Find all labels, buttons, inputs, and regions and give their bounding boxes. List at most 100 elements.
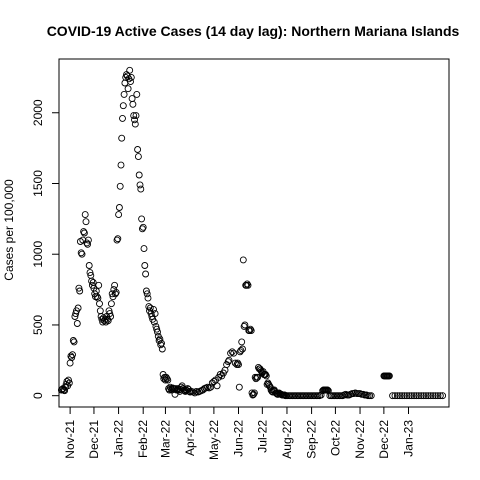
y-axis: 0 500 1000 1500 2000 bbox=[31, 99, 59, 399]
data-point bbox=[118, 134, 126, 142]
data-point bbox=[115, 204, 123, 211]
data-point bbox=[139, 223, 147, 231]
y-tick-label: 1000 bbox=[31, 241, 45, 268]
x-tick-label: Oct-22 bbox=[328, 420, 342, 456]
data-point bbox=[213, 382, 221, 390]
data-point bbox=[106, 310, 114, 318]
data-point bbox=[164, 376, 172, 384]
data-point bbox=[124, 85, 132, 93]
data-point bbox=[216, 371, 224, 378]
data-point bbox=[415, 392, 423, 400]
data-point bbox=[120, 90, 128, 98]
x-tick-label: Apr-22 bbox=[183, 420, 197, 456]
data-point bbox=[131, 120, 139, 128]
data-point bbox=[225, 356, 233, 364]
data-point bbox=[235, 361, 242, 369]
data-point bbox=[227, 349, 235, 357]
data-point bbox=[398, 392, 406, 400]
data-point bbox=[324, 387, 332, 395]
data-point bbox=[324, 386, 331, 394]
data-point bbox=[116, 182, 124, 190]
data-point bbox=[262, 371, 269, 378]
y-tick-label: 1500 bbox=[31, 170, 45, 197]
data-point bbox=[115, 211, 123, 219]
data-point bbox=[241, 321, 249, 329]
data-point bbox=[436, 392, 444, 400]
data-point bbox=[70, 338, 78, 346]
plot-area bbox=[58, 58, 450, 408]
y-tick-label: 2000 bbox=[31, 99, 45, 126]
data-point bbox=[246, 325, 254, 333]
data-point bbox=[114, 235, 122, 243]
data-point bbox=[393, 392, 401, 400]
data-point bbox=[67, 352, 75, 360]
data-point bbox=[119, 114, 126, 122]
data-points bbox=[57, 66, 447, 400]
x-tick-label: Nov-21 bbox=[63, 420, 77, 459]
chart-title: COVID-19 Active Cases (14 day lag): Nort… bbox=[47, 23, 460, 39]
data-point bbox=[65, 376, 72, 384]
data-point bbox=[238, 338, 246, 346]
data-point bbox=[140, 245, 148, 253]
data-point bbox=[405, 392, 413, 400]
data-point bbox=[396, 392, 404, 400]
data-point bbox=[69, 351, 76, 359]
x-tick-label: Jul-22 bbox=[255, 420, 269, 453]
data-point bbox=[73, 320, 81, 327]
data-point bbox=[134, 146, 142, 153]
y-tick-label: 0 bbox=[31, 392, 45, 399]
data-point bbox=[154, 328, 161, 336]
data-point bbox=[84, 240, 92, 248]
data-point bbox=[150, 305, 157, 313]
x-tick-label: Sep-22 bbox=[305, 420, 319, 459]
data-point bbox=[69, 337, 77, 344]
data-point bbox=[228, 348, 236, 356]
data-point bbox=[75, 284, 83, 292]
data-point bbox=[420, 392, 428, 400]
data-point bbox=[239, 256, 247, 264]
data-point bbox=[230, 349, 238, 357]
data-point bbox=[141, 262, 149, 269]
data-point bbox=[86, 269, 94, 277]
data-point bbox=[72, 310, 80, 318]
data-point bbox=[434, 392, 442, 400]
data-point bbox=[163, 375, 171, 383]
data-point bbox=[424, 392, 432, 400]
data-point bbox=[266, 382, 273, 390]
x-tick-label: Nov-22 bbox=[353, 420, 367, 459]
data-point bbox=[144, 294, 152, 302]
data-point bbox=[61, 387, 69, 395]
data-point bbox=[239, 345, 246, 353]
data-point bbox=[142, 287, 150, 295]
data-point bbox=[78, 250, 86, 258]
data-point bbox=[247, 327, 255, 335]
data-point bbox=[130, 112, 138, 120]
data-point bbox=[127, 73, 135, 81]
data-point bbox=[74, 304, 82, 312]
data-point bbox=[250, 390, 258, 398]
data-point bbox=[439, 392, 447, 400]
data-point bbox=[111, 290, 119, 298]
data-point bbox=[82, 218, 90, 226]
data-point bbox=[108, 290, 116, 298]
data-point bbox=[135, 171, 143, 179]
data-point bbox=[129, 100, 137, 108]
data-point bbox=[417, 392, 425, 400]
data-point bbox=[161, 376, 169, 384]
data-point bbox=[207, 383, 215, 391]
x-tick-label: May-22 bbox=[207, 420, 221, 460]
data-point bbox=[151, 310, 159, 318]
data-point bbox=[80, 229, 88, 237]
data-point bbox=[133, 90, 141, 98]
x-tick-label: Jan-23 bbox=[401, 420, 415, 457]
data-point bbox=[262, 372, 270, 380]
data-point bbox=[254, 373, 262, 381]
x-tick-label: Aug-22 bbox=[280, 420, 294, 459]
data-point bbox=[231, 359, 239, 367]
data-point bbox=[81, 211, 89, 219]
data-point bbox=[401, 392, 408, 400]
data-point bbox=[422, 392, 430, 400]
x-tick-label: Feb-22 bbox=[136, 420, 150, 458]
data-point bbox=[158, 345, 166, 353]
